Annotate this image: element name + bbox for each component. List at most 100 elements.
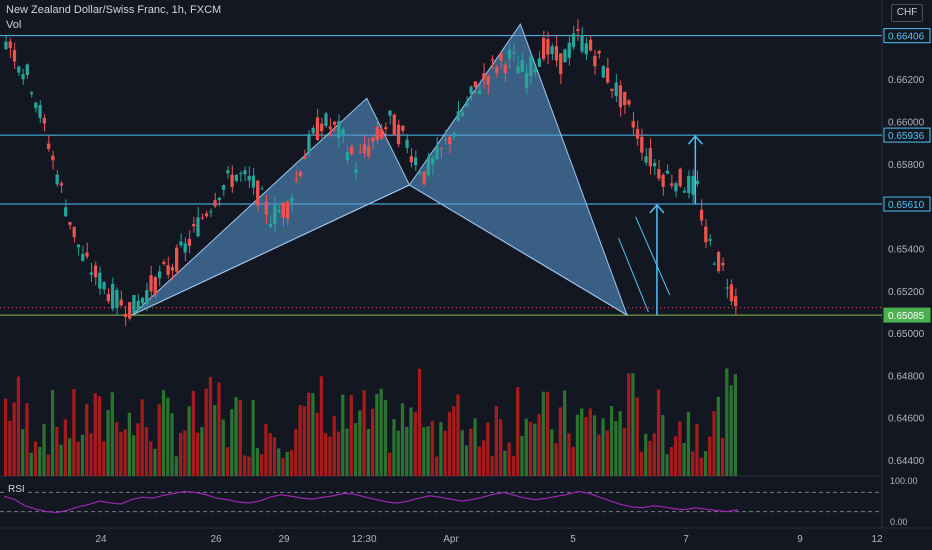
- candles: [4, 19, 738, 327]
- candle-body: [128, 302, 132, 319]
- candle-body: [584, 43, 588, 55]
- volume-bar: [435, 456, 439, 476]
- candle-body: [307, 134, 311, 153]
- volume-bar: [541, 391, 545, 476]
- candle-body: [29, 92, 34, 95]
- rsi-tick-label: 0.00: [890, 517, 908, 527]
- candle-body: [490, 59, 495, 61]
- rsi-tick-label: 100.00: [890, 476, 918, 486]
- volume-bar: [110, 392, 114, 476]
- candle-body: [448, 136, 452, 145]
- volume-bar: [298, 405, 302, 476]
- candle-body: [392, 114, 396, 136]
- volume-bar: [33, 441, 38, 476]
- volume-indicator-label[interactable]: Vol: [6, 19, 22, 31]
- price-tick-label: 0.65200: [888, 287, 925, 298]
- volume-bar: [652, 433, 656, 476]
- candle-body: [200, 217, 204, 219]
- time-tick-label: Apr: [443, 534, 459, 545]
- candle-body: [431, 158, 435, 165]
- candle-body: [443, 139, 448, 141]
- candle-body: [76, 244, 81, 248]
- volume-bar: [285, 451, 289, 476]
- candle-body: [132, 295, 136, 313]
- volume-bar: [695, 423, 699, 476]
- volume-bar: [712, 411, 716, 476]
- candle-body: [281, 202, 285, 218]
- volume-bar: [161, 390, 166, 476]
- channel-line: [635, 216, 671, 296]
- candle-body: [256, 180, 260, 206]
- volume-bar: [76, 441, 80, 476]
- candle-body: [106, 293, 110, 302]
- price-label-box: [883, 307, 931, 323]
- volume-bar: [42, 423, 46, 476]
- candle-body: [8, 41, 12, 48]
- candle-body: [213, 200, 217, 207]
- volume-bar: [575, 414, 580, 476]
- volume-bar: [247, 456, 251, 476]
- volume-bar: [153, 448, 157, 476]
- volume-bar: [486, 422, 490, 476]
- candle-body: [34, 102, 38, 109]
- volume-bar: [140, 399, 144, 476]
- volume-bar: [191, 391, 196, 476]
- rsi-indicator-label[interactable]: RSI: [6, 484, 27, 495]
- candle-body: [439, 147, 443, 149]
- candle-body: [631, 121, 635, 128]
- volume-bar: [89, 433, 93, 476]
- price-tick-label: 0.66000: [888, 118, 925, 129]
- volume-bar: [362, 390, 366, 476]
- candle-body: [170, 267, 174, 271]
- volume-bar: [720, 437, 725, 476]
- candle-body: [422, 171, 426, 184]
- volume-bar: [516, 387, 520, 476]
- price-label: 0.65085: [888, 311, 925, 322]
- candle-body: [145, 290, 149, 304]
- volume-bar: [430, 421, 435, 476]
- candle-body: [362, 144, 367, 154]
- currency-button[interactable]: CHF: [891, 4, 923, 22]
- candle-body: [687, 175, 691, 193]
- volume-bar: [225, 447, 230, 476]
- volume-bar: [196, 432, 200, 476]
- volume-bar: [221, 419, 225, 476]
- candle-body: [435, 146, 439, 160]
- volume-bar: [238, 399, 242, 476]
- candle-body: [657, 169, 661, 179]
- candle-body: [226, 170, 230, 174]
- candle-body: [59, 183, 64, 186]
- candle-body: [367, 146, 371, 157]
- volume-bar: [550, 429, 554, 476]
- volume-bar: [294, 428, 298, 476]
- volume-bar: [106, 409, 110, 476]
- candle-body: [529, 56, 533, 77]
- candle-body: [716, 252, 721, 272]
- price-label-box: [883, 196, 931, 212]
- candle-body: [418, 172, 422, 174]
- candle-body: [102, 282, 106, 290]
- candle-body: [571, 33, 576, 48]
- volume-bar: [123, 429, 127, 476]
- volume-bar: [405, 426, 409, 476]
- volume-bar: [255, 447, 260, 476]
- volume-bar: [68, 438, 72, 476]
- price-tick-label: 0.64800: [888, 371, 925, 382]
- volume-bar: [59, 444, 63, 476]
- volume-bar: [178, 432, 183, 476]
- candle-body: [140, 297, 145, 304]
- volume-bar: [580, 408, 584, 476]
- volume-bar: [328, 436, 332, 476]
- candle-body: [460, 112, 465, 116]
- time-tick-label: 7: [683, 534, 689, 545]
- candle-body: [413, 157, 418, 166]
- volume-bar: [230, 409, 234, 476]
- volume-bar: [413, 412, 417, 476]
- candle-body: [507, 49, 512, 59]
- volume-bar: [392, 419, 396, 476]
- volume-bar: [597, 434, 601, 476]
- candle-body: [187, 238, 192, 246]
- candle-body: [290, 197, 294, 203]
- volume-bar: [409, 407, 413, 476]
